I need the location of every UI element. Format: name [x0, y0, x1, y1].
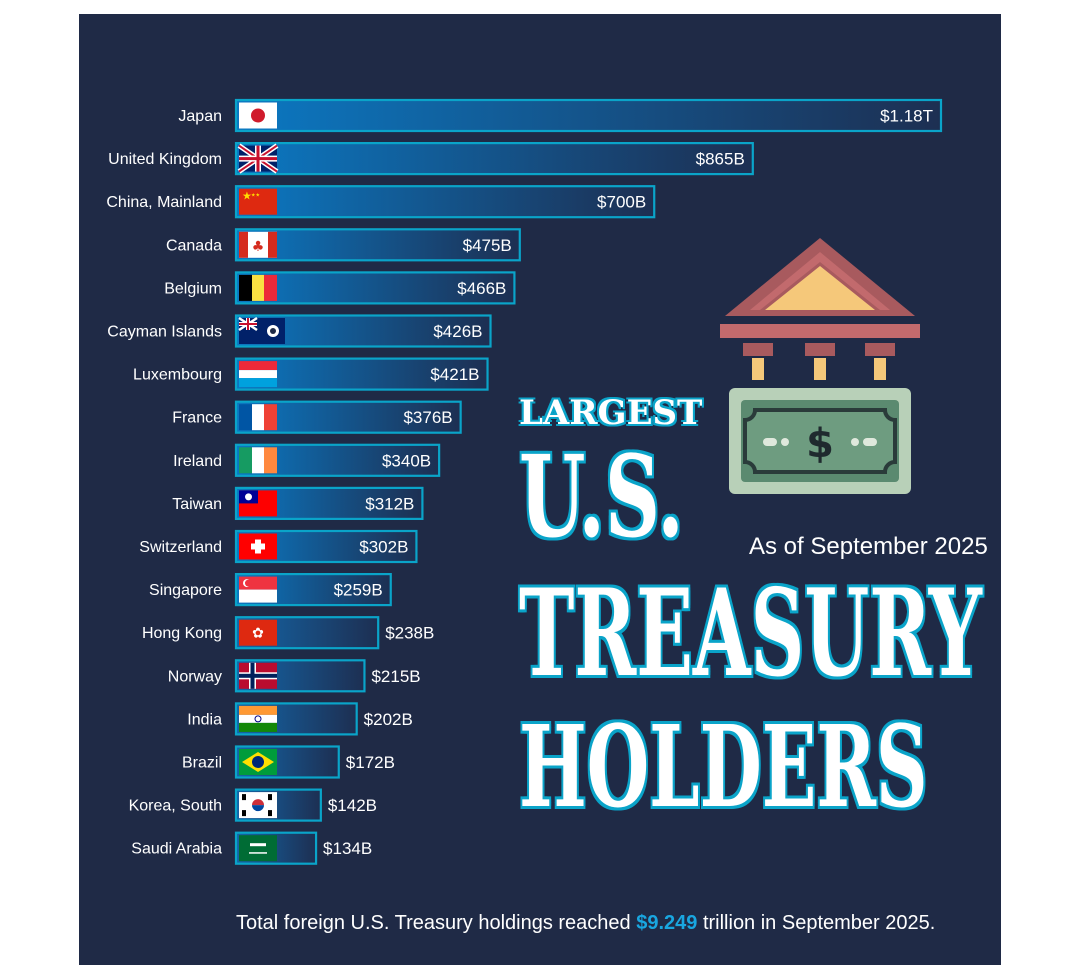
- country-label: Brazil: [182, 755, 222, 772]
- value-label: $142B: [328, 796, 377, 815]
- hong-kong-flag-icon: ✿: [239, 619, 277, 646]
- country-label: Singapore: [149, 582, 222, 599]
- bar-canada: [234, 228, 521, 262]
- svg-text:♣: ♣: [252, 239, 265, 255]
- bar-belgium: [234, 271, 516, 305]
- norway-flag-icon: [239, 662, 277, 689]
- country-label: Korea, South: [129, 798, 222, 815]
- cayman-islands-flag-icon: [238, 316, 285, 344]
- country-label: Cayman Islands: [107, 324, 222, 341]
- taiwan-flag-icon: [239, 490, 277, 517]
- value-label: $340B: [382, 451, 431, 470]
- country-label: Japan: [178, 108, 222, 125]
- value-label: $700B: [597, 193, 646, 212]
- ireland-flag-icon: [239, 447, 277, 474]
- svg-text:✿: ✿: [252, 626, 264, 642]
- svg-text:★: ★: [242, 190, 252, 203]
- value-label: $259B: [334, 581, 383, 600]
- subtitle-date: As of September 2025: [749, 533, 988, 560]
- country-label: France: [172, 410, 222, 427]
- france-flag-icon: [239, 404, 277, 431]
- country-label: Ireland: [173, 453, 222, 470]
- title-us: U.S.: [519, 432, 684, 563]
- country-label: United Kingdom: [108, 151, 222, 168]
- canada-flag-icon: ♣: [239, 231, 277, 258]
- value-label: $426B: [433, 322, 482, 341]
- country-label: Belgium: [164, 280, 222, 297]
- value-label: $466B: [457, 279, 506, 298]
- infographic-panel: Japan $1.18T United Kingdom $865B China, Mai…: [79, 14, 1001, 965]
- svg-text:★★: ★★: [251, 193, 260, 199]
- bar-united-kingdom: [234, 142, 754, 176]
- country-label: Canada: [166, 237, 222, 254]
- country-label: Hong Kong: [142, 625, 222, 642]
- footnote: Total foreign U.S. Treasury holdings rea…: [236, 912, 935, 935]
- value-label: $238B: [385, 624, 434, 643]
- bar-luxembourg: [234, 357, 489, 391]
- south-korea-flag-icon: [239, 792, 277, 819]
- footnote-highlight: $9.249: [636, 912, 698, 934]
- title-treasury: TREASURY: [519, 563, 982, 704]
- value-label: $376B: [403, 408, 452, 427]
- country-label: India: [187, 711, 222, 728]
- bar-japan: [234, 98, 943, 133]
- singapore-flag-icon: [239, 576, 277, 603]
- china-flag-icon: ★ ★★: [239, 188, 277, 215]
- country-label: Luxembourg: [133, 367, 222, 384]
- country-label: Saudi Arabia: [131, 841, 222, 858]
- country-label: Taiwan: [172, 496, 222, 513]
- country-label: China, Mainland: [106, 194, 222, 211]
- luxembourg-flag-icon: [239, 361, 277, 388]
- value-label: $1.18T: [880, 107, 933, 126]
- value-label: $202B: [364, 710, 413, 729]
- country-label: Norway: [168, 668, 222, 685]
- brazil-flag-icon: [239, 749, 277, 775]
- united-kingdom-flag-icon: [237, 143, 279, 174]
- value-label: $302B: [359, 538, 408, 557]
- value-label: $215B: [371, 667, 420, 686]
- value-label: $865B: [696, 150, 745, 169]
- japan-flag-icon: [239, 102, 277, 129]
- belgium-flag-icon: [239, 274, 277, 301]
- india-flag-icon: [239, 705, 277, 732]
- svg-text:$: $: [806, 421, 834, 467]
- switzerland-flag-icon: [239, 533, 277, 560]
- bar-china-mainland: [234, 185, 656, 219]
- value-label: $172B: [346, 753, 395, 772]
- footnote-prefix: Total foreign U.S. Treasury holdings rea…: [236, 912, 637, 934]
- value-label: $134B: [323, 839, 372, 858]
- bank-icon: $: [720, 238, 920, 494]
- value-label: $312B: [365, 494, 414, 513]
- footnote-suffix: trillion in September 2025.: [697, 912, 936, 934]
- title-holders: HOLDERS: [519, 702, 928, 833]
- value-label: $475B: [463, 236, 512, 255]
- country-label: Switzerland: [139, 539, 222, 556]
- title-largest: LARGEST: [519, 393, 703, 433]
- bar-chart: Japan $1.18T United Kingdom $865B China, Mai…: [106, 98, 943, 865]
- value-label: $421B: [430, 365, 479, 384]
- saudi-arabia-flag-icon: [239, 835, 277, 862]
